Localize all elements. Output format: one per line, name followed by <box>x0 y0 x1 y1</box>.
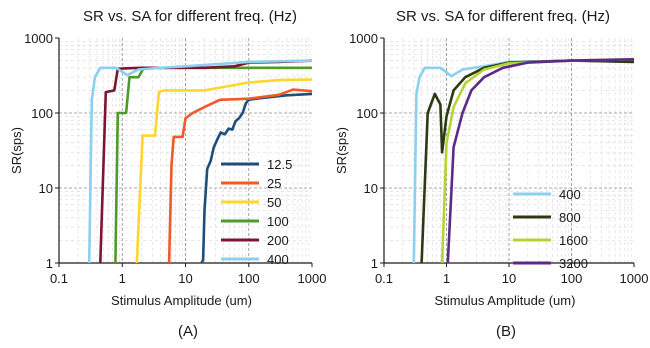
y-tick-label: 1000 <box>349 31 378 46</box>
series-line-12.5 <box>200 92 313 264</box>
legend-label: 50 <box>267 195 281 210</box>
x-axis-label: Stimulus Amplitude (um) <box>435 293 576 308</box>
chart-panel-a: 0.1 1 10 100 1000110100100012.52550100200400… <box>9 8 326 340</box>
legend-label: 3200 <box>559 256 588 271</box>
series-line-25 <box>167 88 313 264</box>
x-tick-label: 1 <box>443 271 450 286</box>
x-tick-label: 100 <box>238 271 260 286</box>
panel-caption: (A) <box>178 323 198 340</box>
legend-label: 25 <box>267 176 281 191</box>
legend-label: 12.5 <box>267 157 292 172</box>
legend: 12.5 25 50 100 200 400 <box>221 157 292 267</box>
legend-label: 200 <box>267 233 289 248</box>
legend-label: 1600 <box>559 233 588 248</box>
y-axis-label: SR(sps) <box>9 127 24 174</box>
y-tick-label: 10 <box>39 181 53 196</box>
x-tick-label: 1 <box>119 271 126 286</box>
y-axis-label: SR(sps) <box>334 127 349 174</box>
legend-label: 100 <box>267 214 289 229</box>
chart-panel-b: 0.1 1 10 100 1000110100100040080016003200SR … <box>334 8 648 340</box>
y-tick-label: 100 <box>31 106 53 121</box>
legend-label: 800 <box>559 210 581 225</box>
panel-caption: (B) <box>496 323 516 340</box>
x-tick-label: 10 <box>178 271 192 286</box>
x-tick-label: 0.1 <box>50 271 68 286</box>
series-line-3200 <box>446 58 635 264</box>
y-tick-label: 1000 <box>24 31 53 46</box>
x-tick-label: 1000 <box>620 271 649 286</box>
x-tick-label: 10 <box>502 271 516 286</box>
series-line-400 <box>87 59 313 264</box>
y-tick-label: 10 <box>364 181 378 196</box>
x-tick-label: 100 <box>561 271 583 286</box>
x-axis-label: Stimulus Amplitude (um) <box>111 293 252 308</box>
series-line-50 <box>135 78 313 264</box>
y-tick-label: 100 <box>356 106 378 121</box>
chart-title: SR vs. SA for different freq. (Hz) <box>396 8 610 25</box>
chart-title: SR vs. SA for different freq. (Hz) <box>83 8 297 25</box>
legend-label: 400 <box>267 252 289 267</box>
x-tick-label: 0.1 <box>375 271 393 286</box>
y-tick-label: 1 <box>371 256 378 271</box>
y-tick-label: 1 <box>46 256 53 271</box>
legend-label: 400 <box>559 187 581 202</box>
x-tick-label: 1000 <box>298 271 327 286</box>
legend: 400 800 1600 3200 <box>513 187 588 271</box>
